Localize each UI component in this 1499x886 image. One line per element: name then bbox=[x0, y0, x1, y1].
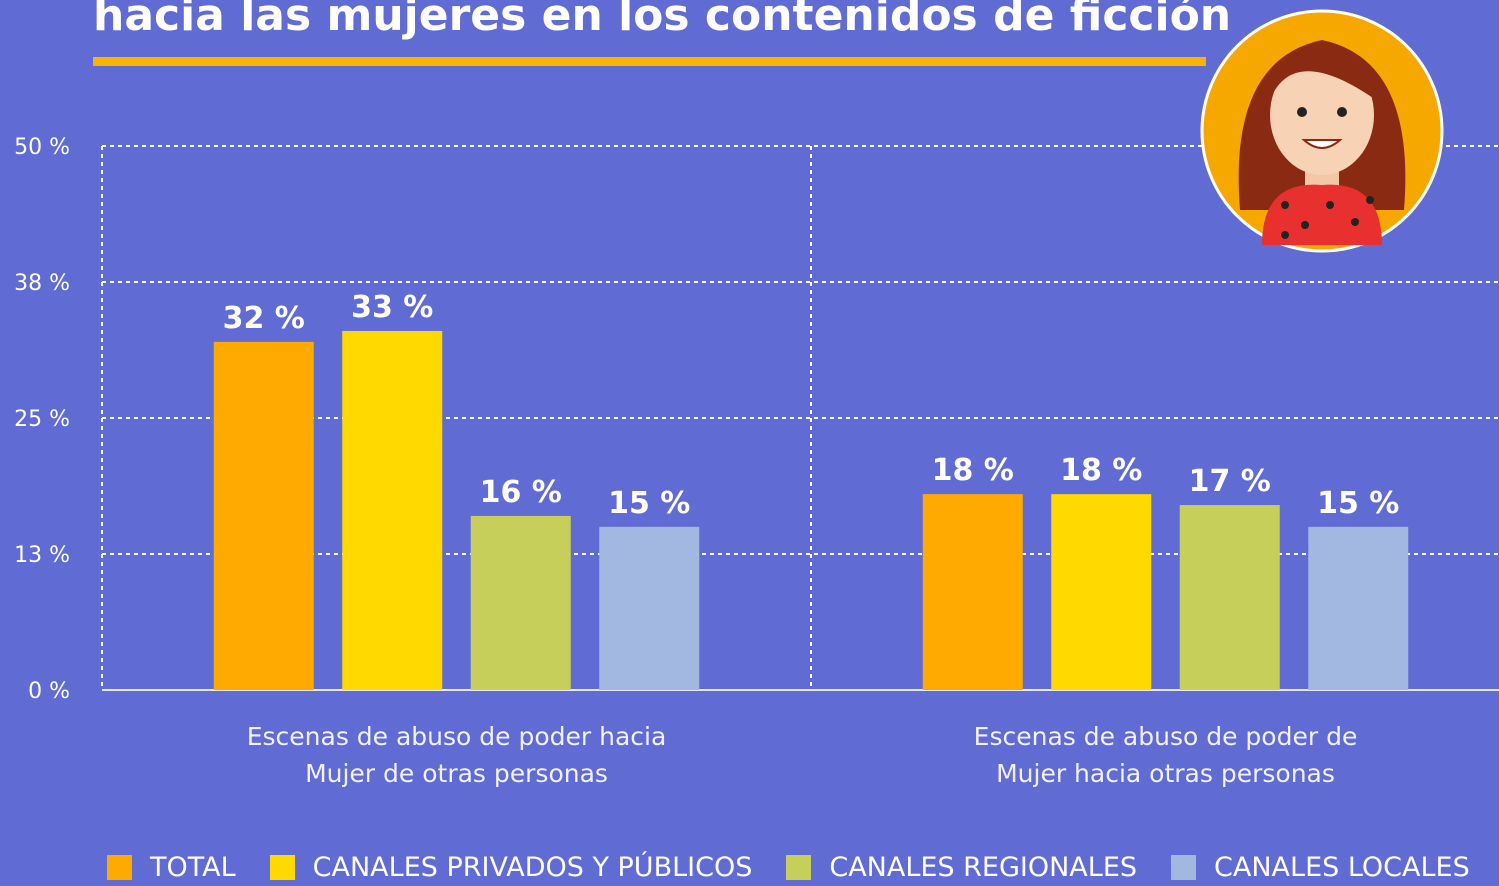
x-tick-label: Escenas de abuso de poder hacia Mujer de… bbox=[227, 718, 687, 792]
legend-swatch bbox=[1171, 855, 1196, 880]
y-tick-label: 25 % bbox=[14, 407, 70, 432]
legend-item: TOTAL bbox=[107, 852, 236, 883]
value-label: 17 % bbox=[1189, 464, 1271, 499]
value-label: 16 % bbox=[480, 475, 562, 510]
y-tick-label: 13 % bbox=[14, 543, 70, 568]
page: hacia las mujeres en los contenidos de f… bbox=[0, 0, 1499, 886]
legend-item: CANALES PRIVADOS Y PÚBLICOS bbox=[270, 852, 753, 883]
bar bbox=[599, 527, 699, 690]
legend-label: CANALES PRIVADOS Y PÚBLICOS bbox=[313, 852, 753, 883]
chart-title: hacia las mujeres en los contenidos de f… bbox=[93, 0, 1231, 41]
value-label: 33 % bbox=[351, 290, 433, 325]
bar bbox=[1180, 505, 1280, 690]
legend-label: TOTAL bbox=[150, 852, 236, 883]
bar bbox=[342, 331, 442, 690]
legend-item: CANALES REGIONALES bbox=[786, 852, 1137, 883]
legend-swatch bbox=[270, 855, 295, 880]
bar bbox=[471, 516, 571, 690]
value-label: 15 % bbox=[608, 486, 690, 521]
title-underline bbox=[93, 57, 1206, 66]
value-label: 18 % bbox=[1060, 453, 1142, 488]
legend-item: CANALES LOCALES bbox=[1171, 852, 1470, 883]
bar bbox=[1308, 527, 1408, 690]
value-label: 32 % bbox=[223, 301, 305, 336]
value-label: 15 % bbox=[1317, 486, 1399, 521]
y-tick-label: 0 % bbox=[28, 679, 70, 704]
y-tick-label: 38 % bbox=[14, 271, 70, 296]
legend: TOTAL CANALES PRIVADOS Y PÚBLICOS CANALES … bbox=[107, 852, 1470, 883]
bar bbox=[214, 342, 314, 690]
bar bbox=[923, 494, 1023, 690]
legend-swatch bbox=[107, 855, 132, 880]
legend-swatch bbox=[786, 855, 811, 880]
legend-label: CANALES REGIONALES bbox=[829, 852, 1137, 883]
y-tick-label: 50 % bbox=[14, 135, 70, 160]
x-tick-label: Escenas de abuso de poder de Mujer hacia… bbox=[936, 718, 1396, 792]
bar bbox=[1051, 494, 1151, 690]
value-label: 18 % bbox=[932, 453, 1014, 488]
legend-label: CANALES LOCALES bbox=[1214, 852, 1470, 883]
